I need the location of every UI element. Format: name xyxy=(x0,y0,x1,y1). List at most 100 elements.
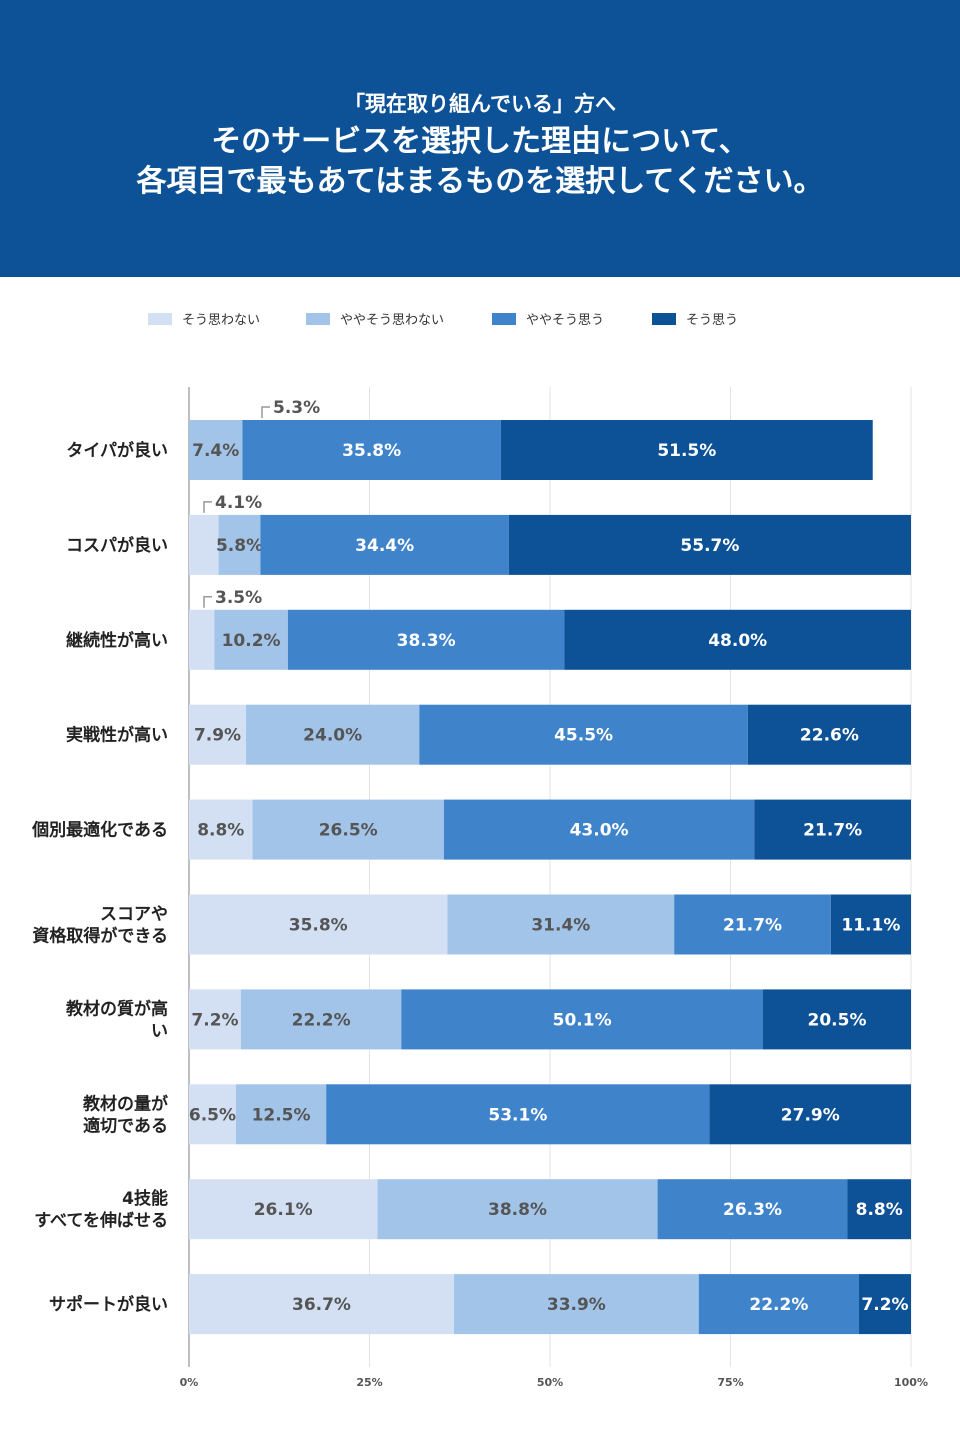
data-label: 33.9% xyxy=(547,1295,606,1315)
bar-segment xyxy=(189,704,247,765)
header-banner: 「現在取り組んでいる」方へ そのサービスを選択した理由について、 各項目で最もあ… xyxy=(0,0,960,277)
data-label: 38.8% xyxy=(488,1200,547,1220)
x-tick-label: 75% xyxy=(717,1376,743,1389)
x-tick-label: 100% xyxy=(894,1376,928,1389)
bar-segment xyxy=(252,799,444,860)
category-label: 資格取得ができる xyxy=(32,926,168,947)
data-label: 22.2% xyxy=(749,1295,808,1315)
data-label: 38.3% xyxy=(397,631,456,651)
bar-segment xyxy=(447,894,675,955)
bar-segment xyxy=(847,1179,911,1240)
legend-swatch xyxy=(652,313,676,325)
legend-swatch xyxy=(148,313,172,325)
data-label: 26.1% xyxy=(254,1200,313,1220)
data-label: 12.5% xyxy=(252,1105,311,1125)
category-label: タイパが良い xyxy=(66,440,168,461)
bar-segment xyxy=(453,1274,699,1335)
data-label: 5.8% xyxy=(216,536,263,556)
category-label: 個別最適化である xyxy=(31,820,168,841)
callout-label: 3.5% xyxy=(215,588,262,608)
callout-leader xyxy=(203,501,212,513)
callout-leader xyxy=(261,406,270,418)
category-label: 4技能 xyxy=(122,1188,168,1209)
question-title-line2: 各項目で最もあてはまるものを選択してください。 xyxy=(136,164,824,199)
data-label: 55.7% xyxy=(680,536,739,556)
data-label: 7.9% xyxy=(194,726,241,746)
data-label: 27.9% xyxy=(781,1105,840,1125)
legend-label: ややそう思う xyxy=(526,313,604,328)
category-label: い xyxy=(151,1021,168,1041)
data-label: 7.4% xyxy=(192,441,239,461)
data-label: 7.2% xyxy=(861,1295,908,1315)
bar-segment xyxy=(657,1179,848,1240)
bar-segment xyxy=(762,989,911,1050)
bar-segment xyxy=(189,1274,454,1335)
legend-label: ややそう思わない xyxy=(340,313,444,328)
question-title-line1: そのサービスを選択した理由について、 xyxy=(211,124,749,159)
bar-segment xyxy=(189,894,448,955)
bar-segment xyxy=(189,799,253,860)
category-label: 適切である xyxy=(83,1115,168,1136)
category-label: 継続性が高い xyxy=(66,630,168,651)
data-label: 10.2% xyxy=(222,631,281,651)
bar-segment xyxy=(189,609,215,670)
data-label: 48.0% xyxy=(708,631,767,651)
data-label: 26.5% xyxy=(319,821,378,841)
bar-segment xyxy=(240,989,402,1050)
bar-segment xyxy=(419,704,748,765)
data-label: 31.4% xyxy=(531,916,590,936)
bar-segment xyxy=(326,1084,710,1145)
bar-segment xyxy=(747,704,911,765)
data-label: 36.7% xyxy=(292,1295,351,1315)
category-label: 実戦性が高い xyxy=(66,725,168,746)
x-tick-label: 25% xyxy=(356,1376,382,1389)
data-label: 7.2% xyxy=(191,1010,238,1030)
x-tick-label: 50% xyxy=(537,1376,563,1389)
data-label: 20.5% xyxy=(808,1010,867,1030)
bar-segment xyxy=(189,514,219,575)
bar-segment xyxy=(377,1179,658,1240)
data-label: 35.8% xyxy=(289,916,348,936)
data-label: 8.8% xyxy=(856,1200,903,1220)
bar-segment xyxy=(709,1084,911,1145)
stacked-bar-chart: そう思わない ややそう思わない ややそう思う そう思う 0% 25% 50% 75% 100% タ… xyxy=(31,313,928,1389)
data-label: 8.8% xyxy=(197,821,244,841)
category-label: スコアや xyxy=(100,905,168,925)
callout-label: 5.3% xyxy=(273,398,320,418)
callout-label: 4.1% xyxy=(215,493,262,513)
data-label: 22.6% xyxy=(800,726,859,746)
legend-label: そう思う xyxy=(686,313,738,328)
bar-segment xyxy=(508,514,911,575)
category-label: コスパが良い xyxy=(66,535,168,556)
bar-segment xyxy=(189,420,243,480)
bar-segment xyxy=(242,420,501,480)
bar-segment xyxy=(246,704,420,765)
data-label: 50.1% xyxy=(553,1010,612,1030)
data-label: 21.7% xyxy=(723,916,782,936)
legend-swatch xyxy=(492,313,516,325)
category-label: 教材の質が高 xyxy=(65,998,168,1019)
bar-segment xyxy=(287,609,565,670)
data-label: 34.4% xyxy=(355,536,414,556)
bar-segment xyxy=(674,894,831,955)
category-label: すべてを伸ばせる xyxy=(34,1210,168,1231)
bar-segment xyxy=(401,989,763,1050)
bar-segment xyxy=(189,1084,236,1145)
data-label: 11.1% xyxy=(841,916,900,936)
bar-segment xyxy=(564,609,911,670)
data-label: 51.5% xyxy=(657,441,716,461)
category-label: サポートが良い xyxy=(49,1294,168,1315)
data-label: 53.1% xyxy=(488,1105,547,1125)
data-label: 26.3% xyxy=(723,1200,782,1220)
data-label: 22.2% xyxy=(292,1010,351,1030)
bar-segment xyxy=(698,1274,860,1335)
data-label: 43.0% xyxy=(570,821,629,841)
bar-segment xyxy=(235,1084,327,1145)
data-label: 6.5% xyxy=(189,1105,236,1125)
legend-label: そう思わない xyxy=(182,313,260,328)
x-tick-label: 0% xyxy=(180,1376,199,1389)
survey-subtitle: 「現在取り組んでいる」方へ xyxy=(344,92,616,116)
data-label: 21.7% xyxy=(803,821,862,841)
bar-segment xyxy=(754,799,911,860)
legend-swatch xyxy=(306,313,330,325)
